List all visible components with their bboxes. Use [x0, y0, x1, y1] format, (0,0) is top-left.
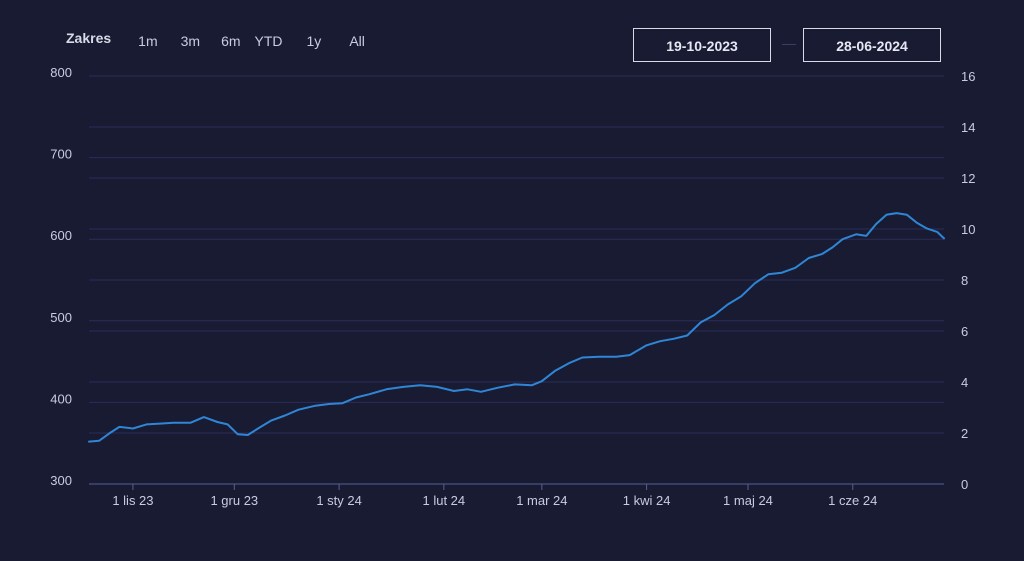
range-button-1y[interactable]: 1y [306, 33, 322, 49]
y-tick-label-left: 700 [50, 147, 72, 162]
x-tick-label: 1 mar 24 [516, 493, 567, 508]
grid-left [89, 75, 944, 403]
y-tick-label-left: 800 [50, 65, 72, 80]
y-tick-label-right: 10 [961, 222, 975, 237]
y-tick-label-right: 4 [961, 375, 968, 390]
range-button-all[interactable]: All [349, 33, 365, 49]
x-tick-label: 1 lut 24 [423, 493, 466, 508]
date-to-input[interactable]: 28-06-2024 [803, 28, 941, 62]
range-button-1m[interactable]: 1m [138, 33, 158, 49]
y-tick-label-right: 0 [961, 477, 968, 492]
x-axis: 1 lis 23 1 gru 23 1 sty 24 1 lut 24 1 mar 24… [112, 484, 877, 508]
date-separator [782, 44, 796, 45]
y-axis-left: 300 400 500 600 700 800 [50, 65, 72, 488]
x-tick-label: 1 kwi 24 [623, 493, 671, 508]
y-tick-label-left: 500 [50, 310, 72, 325]
x-tick-label: 1 cze 24 [828, 493, 877, 508]
range-selector: Zakres 1m 3m 6m YTD 1y All [66, 28, 365, 54]
y-tick-label-right: 8 [961, 273, 968, 288]
range-label: Zakres [66, 30, 112, 46]
x-tick-label: 1 sty 24 [316, 493, 362, 508]
range-button-ytd[interactable]: YTD [254, 33, 283, 49]
range-button-6m[interactable]: 6m [221, 33, 241, 49]
grid-right [89, 75, 944, 434]
y-tick-label-left: 300 [50, 473, 72, 488]
y-tick-label-right: 2 [961, 426, 968, 441]
x-tick-label: 1 maj 24 [723, 493, 773, 508]
y-tick-label-right: 6 [961, 324, 968, 339]
series-layer [88, 212, 945, 443]
x-tick-label: 1 gru 23 [210, 493, 258, 508]
y-tick-label-left: 400 [50, 391, 72, 406]
y-axis-right: 0 2 4 6 8 10 12 14 16 [961, 69, 975, 492]
y-tick-label-right: 16 [961, 69, 975, 84]
series-line [88, 212, 945, 443]
range-button-3m[interactable]: 3m [180, 33, 201, 49]
date-from-input[interactable]: 19-10-2023 [633, 28, 771, 62]
y-tick-label-right: 12 [961, 171, 975, 186]
x-tick-label: 1 lis 23 [112, 493, 153, 508]
y-tick-label-right: 14 [961, 120, 975, 135]
y-tick-label-left: 600 [50, 228, 72, 243]
